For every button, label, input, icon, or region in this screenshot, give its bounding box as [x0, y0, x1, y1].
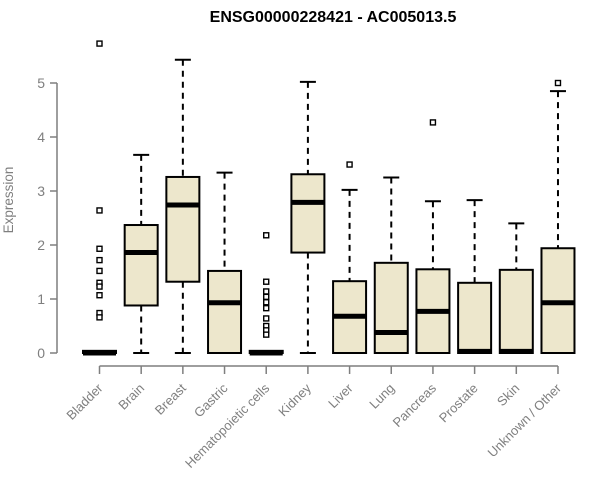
- box-group-bladder: [82, 40, 117, 356]
- box-group-liver: [332, 161, 368, 354]
- outlier-hematopoietic-cells-3: [263, 293, 270, 301]
- y-tick-label-5: 5: [37, 75, 45, 91]
- outlier-bladder-4: [96, 267, 103, 275]
- y-tick-label-4: 4: [37, 129, 45, 145]
- outlier-unknown-other-0: [554, 79, 562, 87]
- outlier-bladder-1: [96, 207, 103, 214]
- outlier-hematopoietic-cells-0: [263, 232, 270, 239]
- outlier-bladder-0: [96, 40, 103, 47]
- box-brain: [123, 224, 159, 307]
- y-tick-label-2: 2: [37, 237, 45, 253]
- box-group-skin: [498, 222, 534, 354]
- box-kidney: [290, 173, 326, 254]
- box-group-hematopoietic-cells: [248, 232, 284, 356]
- outlier-liver-0: [346, 161, 353, 168]
- box-prostate: [457, 281, 493, 354]
- x-tick-label-liver: Liver: [325, 380, 356, 411]
- x-tick-label-gastric: Gastric: [191, 380, 231, 420]
- outlier-pancreas-0: [429, 119, 437, 126]
- box-skin: [498, 268, 534, 354]
- outlier-hematopoietic-cells-9: [263, 331, 270, 338]
- box-group-pancreas: [415, 119, 451, 354]
- boxes-layer: [82, 40, 576, 356]
- y-tick-label-0: 0: [37, 345, 45, 361]
- outlier-bladder-3: [96, 256, 103, 264]
- outlier-bladder-6: [96, 283, 103, 290]
- x-tick-label-skin: Skin: [494, 381, 522, 409]
- outlier-hematopoietic-cells-6: [263, 315, 270, 322]
- x-tick-label-pancreas: Pancreas: [390, 380, 440, 430]
- box-lung: [373, 261, 409, 355]
- y-tick-label-3: 3: [37, 183, 45, 199]
- box-group-unknown-other: [540, 79, 576, 355]
- x-tick-label-brain: Brain: [115, 381, 147, 413]
- box-group-lung: [373, 176, 409, 355]
- outlier-hematopoietic-cells-4: [263, 299, 270, 306]
- box-breast: [165, 175, 201, 283]
- x-tick-label-breast: Breast: [152, 380, 189, 417]
- x-tick-label-kidney: Kidney: [275, 380, 314, 419]
- box-gastric: [207, 269, 243, 355]
- box-group-brain: [123, 153, 159, 354]
- outlier-hematopoietic-cells-1: [263, 278, 270, 285]
- outlier-bladder-9: [96, 314, 103, 321]
- box-group-kidney: [290, 80, 326, 354]
- outlier-bladder-7: [96, 292, 103, 299]
- box-group-prostate: [457, 199, 493, 354]
- x-tick-label-bladder: Bladder: [63, 380, 106, 423]
- outlier-hematopoietic-cells-5: [263, 304, 270, 312]
- x-tick-label-lung: Lung: [366, 381, 397, 412]
- chart-title: ENSG00000228421 - AC005013.5: [210, 9, 457, 26]
- x-tick-label-unknown-other: Unknown / Other: [485, 380, 565, 460]
- outlier-hematopoietic-cells-2: [263, 288, 270, 295]
- x-tick-label-prostate: Prostate: [436, 381, 481, 426]
- box-group-breast: [165, 58, 201, 354]
- box-group-gastric: [207, 171, 243, 355]
- outlier-bladder-2: [96, 245, 103, 252]
- y-tick-label-1: 1: [37, 291, 45, 307]
- y-axis-label: Expression: [1, 167, 16, 234]
